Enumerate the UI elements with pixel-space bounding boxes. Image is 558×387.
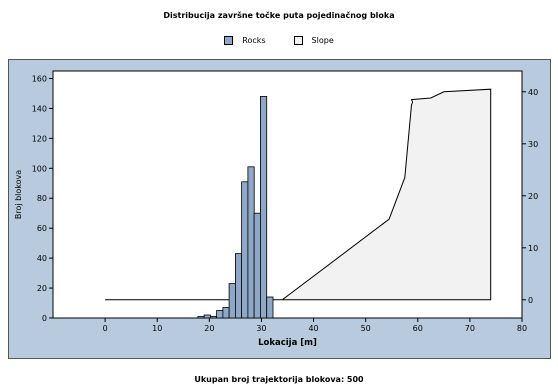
chart-frame: 0 20 40 60 80 100 120 140 160 0 10 20 30 40 0 10 20 30 40 5… [8, 59, 551, 359]
chart-title: Distribucija završne točke puta pojedina… [163, 11, 395, 20]
rocks-bar [247, 166, 255, 319]
y-axis-tick-label: 140 [32, 104, 47, 113]
rocks-bar [203, 314, 211, 319]
y2-axis-tick-label: 20 [528, 192, 538, 201]
legend-label-rocks: Rocks [242, 36, 266, 45]
chart-svg: 0 20 40 60 80 100 120 140 160 0 10 20 30 40 0 10 20 30 40 5… [14, 70, 538, 348]
rocks-bar [216, 310, 224, 319]
y-axis-tick-label: 20 [37, 284, 47, 293]
y-axis-tick-label: 160 [32, 74, 47, 83]
y2-axis-tick-label: 30 [528, 140, 538, 149]
rocks-bar [228, 283, 236, 319]
x-axis-tick-label: 0 [103, 324, 108, 333]
trajectory-count-footer: Ukupan broj trajektorija blokova: 500 [194, 375, 364, 384]
x-axis-tick-label: 10 [152, 324, 162, 333]
legend-swatch-slope [293, 36, 303, 45]
y-axis-tick-label: 0 [42, 314, 47, 323]
x-axis-tick-label: 80 [517, 324, 527, 333]
legend-item-rocks[interactable]: Rocks [224, 36, 266, 45]
y2-axis-tick-label: 10 [528, 244, 538, 253]
y2-axis-tick-label: 0 [528, 296, 533, 305]
x-axis-tick-label: 20 [204, 324, 214, 333]
y-axis-tick-label: 120 [32, 134, 47, 143]
y2-axis-tick-label: 40 [528, 88, 538, 97]
legend-item-slope[interactable]: Slope [293, 36, 334, 45]
x-axis-tick-label: 50 [361, 324, 371, 333]
x-axis-tick-label: 70 [465, 324, 475, 333]
rocks-bar [241, 181, 249, 319]
rocks-bar [259, 96, 268, 319]
legend-label-slope: Slope [311, 36, 334, 45]
y-axis-tick-label: 60 [37, 224, 47, 233]
rocks-bar [266, 296, 274, 319]
y-axis-tick-label: 40 [37, 254, 47, 263]
rocks-bar [222, 307, 230, 319]
y-axis-tick-label: 100 [32, 164, 47, 173]
rocks-bar [253, 212, 261, 319]
x-axis-tick-label: 60 [413, 324, 423, 333]
rocks-bar [197, 316, 205, 319]
x-axis-tick-label: 40 [308, 324, 318, 333]
rocks-bar [209, 316, 218, 319]
x-axis-tick-label: 30 [256, 324, 266, 333]
y-axis-tick-label: 80 [37, 194, 47, 203]
x-axis-title: Lokacija [m] [258, 338, 317, 348]
legend: Rocks Slope [0, 36, 558, 45]
legend-swatch-rocks [224, 36, 234, 45]
y-axis-title: Broj blokova [14, 170, 23, 219]
rocks-bar [234, 253, 243, 319]
